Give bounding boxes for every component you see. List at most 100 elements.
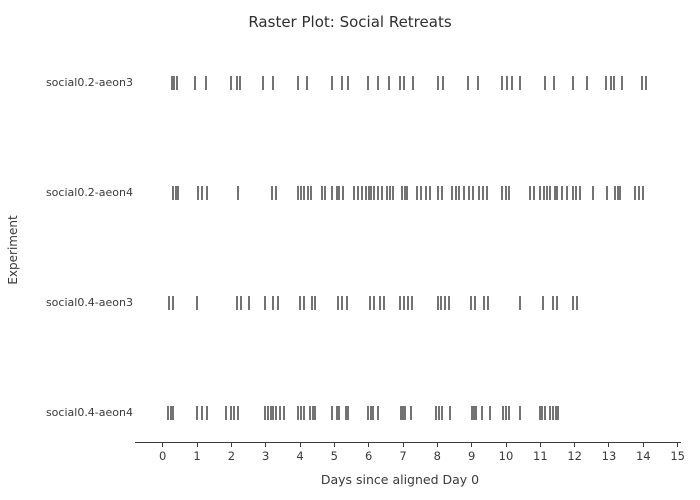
event-mark (415, 186, 418, 200)
event-mark (483, 296, 486, 310)
event-mark (267, 406, 270, 420)
event-mark (264, 406, 266, 420)
event-mark (341, 186, 344, 200)
event-mark (472, 186, 475, 200)
event-mark (340, 296, 343, 310)
event-mark (229, 76, 232, 90)
event-mark (176, 76, 179, 90)
row-label-social0.4-aeon3: social0.4-aeon3 (45, 296, 133, 309)
event-mark (195, 296, 198, 310)
event-mark (442, 76, 445, 90)
row-label-social0.4-aeon4: social0.4-aeon4 (45, 406, 133, 419)
event-mark (618, 186, 621, 200)
event-mark (347, 406, 350, 420)
event-mark (200, 406, 203, 420)
event-mark (560, 186, 563, 200)
event-mark (519, 296, 522, 310)
event-mark (297, 76, 300, 90)
event-mark (272, 406, 275, 420)
event-mark (487, 296, 490, 310)
event-mark (638, 186, 641, 200)
x-tick-label: 5 (330, 449, 338, 463)
event-mark (440, 296, 443, 310)
x-tick (539, 443, 541, 447)
event-mark (370, 186, 373, 200)
event-mark (320, 186, 323, 200)
x-tick-label: 12 (567, 449, 582, 463)
x-tick-label: 10 (498, 449, 514, 463)
event-mark (505, 406, 507, 420)
event-mark (381, 186, 384, 200)
event-mark (364, 186, 367, 200)
x-tick-label: 0 (159, 449, 167, 463)
event-mark (448, 296, 450, 310)
x-tick-label: 6 (365, 449, 373, 463)
event-mark (303, 186, 306, 200)
x-tick-label: 3 (262, 449, 270, 463)
event-mark (238, 76, 241, 90)
event-mark (541, 406, 544, 420)
row-label-social0.2-aeon4: social0.2-aeon4 (45, 186, 133, 199)
event-mark (572, 76, 575, 90)
event-mark (399, 406, 402, 420)
event-mark (552, 406, 555, 420)
x-tick (608, 443, 610, 447)
event-mark (264, 296, 266, 310)
event-mark (419, 186, 422, 200)
event-mark (505, 76, 508, 90)
event-mark (441, 406, 444, 420)
x-tick (642, 443, 644, 447)
event-mark (434, 406, 437, 420)
event-mark (370, 406, 373, 420)
event-mark (269, 406, 272, 420)
event-mark (488, 406, 491, 420)
event-mark (235, 76, 238, 90)
event-mark (248, 296, 251, 310)
x-tick-label: 13 (601, 449, 617, 463)
event-mark (441, 186, 444, 200)
event-mark (237, 186, 240, 200)
x-tick-label: 15 (670, 449, 685, 463)
event-mark (233, 406, 236, 420)
event-mark (235, 296, 238, 310)
event-mark (553, 76, 556, 90)
event-mark (169, 406, 172, 420)
event-mark (345, 406, 348, 420)
event-mark (604, 76, 607, 90)
event-mark (277, 296, 280, 310)
event-mark (236, 406, 239, 420)
x-tick-label: 9 (467, 449, 476, 463)
event-mark (592, 186, 595, 200)
event-mark (500, 76, 503, 90)
event-mark (548, 406, 551, 420)
event-mark (205, 406, 208, 420)
event-mark (473, 406, 476, 420)
event-mark (585, 76, 588, 90)
event-mark (469, 296, 472, 310)
event-mark (373, 186, 376, 200)
event-mark (353, 186, 356, 200)
x-tick (436, 443, 438, 447)
event-mark (482, 186, 485, 200)
event-mark (338, 186, 341, 200)
event-mark (335, 406, 338, 420)
event-mark (500, 186, 503, 200)
event-mark (575, 296, 578, 310)
event-mark (543, 406, 546, 420)
event-mark (303, 406, 306, 420)
event-mark (538, 406, 541, 420)
event-mark (330, 406, 333, 420)
event-mark (557, 406, 560, 420)
event-mark (467, 186, 470, 200)
x-tick-label: 4 (296, 449, 304, 463)
event-mark (204, 76, 207, 90)
event-mark (377, 406, 380, 420)
event-mark (195, 406, 198, 420)
event-mark (575, 186, 578, 200)
event-mark (519, 406, 522, 420)
event-mark (463, 186, 466, 200)
event-mark (335, 186, 338, 200)
event-mark (504, 186, 507, 200)
event-mark (272, 296, 275, 310)
x-tick (368, 443, 370, 447)
